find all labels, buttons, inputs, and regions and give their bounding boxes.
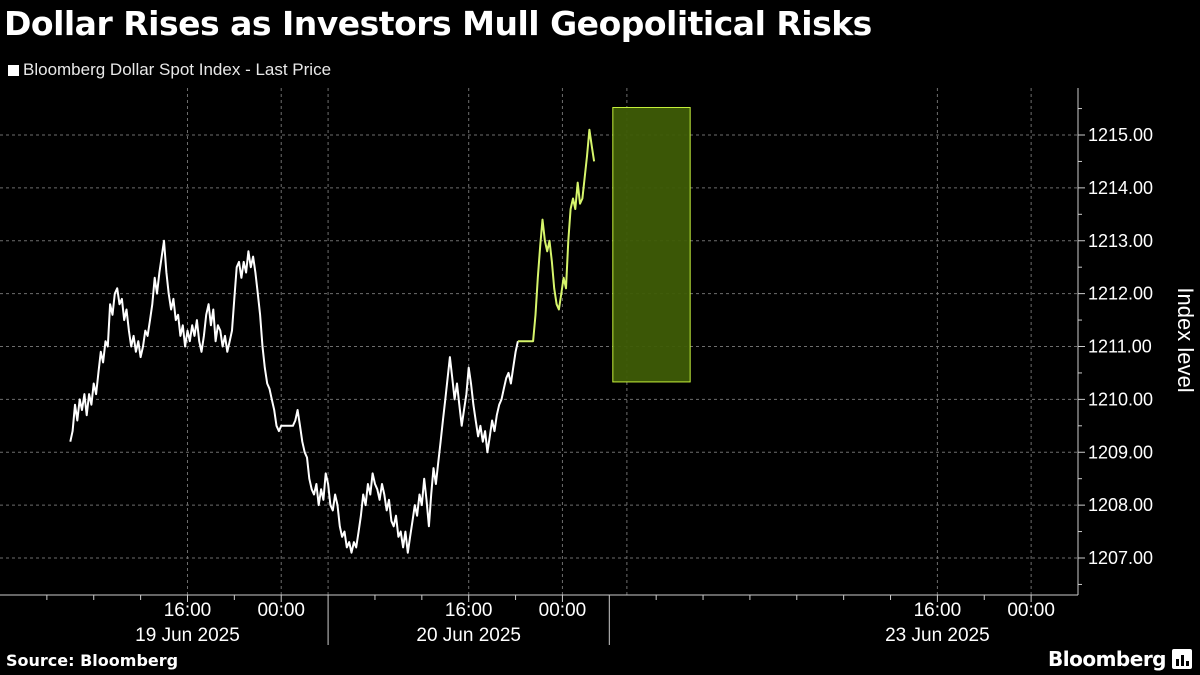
y-tick-label: 1210.00 — [1088, 389, 1153, 409]
y-axis: 1207.00 1208.00 1209.00 1210.00 1211.00 1212.… — [1077, 88, 1198, 595]
x-date-label: 20 Jun 2025 — [416, 625, 521, 646]
y-tick-label: 1214.00 — [1088, 178, 1153, 198]
x-axis: 16:00 00:00 16:00 00:00 16:00 00:00 19 Jun 202… — [0, 594, 1078, 646]
y-tick-label: 1209.00 — [1088, 442, 1153, 462]
x-tick-label: 16:00 — [445, 600, 493, 621]
y-tick-label: 1212.00 — [1088, 284, 1153, 304]
x-date-label: 23 Jun 2025 — [885, 625, 990, 646]
legend-label: Bloomberg Dollar Spot Index - Last Price — [23, 60, 332, 79]
x-tick-label: 00:00 — [539, 600, 587, 621]
y-tick-label: 1213.00 — [1088, 231, 1153, 251]
source-note: Source: Bloomberg — [6, 651, 179, 670]
x-tick-label: 16:00 — [164, 600, 212, 621]
x-tick-label: 00:00 — [257, 600, 305, 621]
y-tick-label: 1211.00 — [1088, 337, 1152, 357]
bar-chart-icon — [1172, 649, 1192, 669]
highlight-group — [612, 107, 691, 383]
highlight-box — [612, 107, 691, 383]
y-tick-label: 1215.00 — [1088, 125, 1153, 145]
grid — [0, 88, 1078, 595]
x-date-label: 19 Jun 2025 — [135, 625, 240, 646]
chart-title: Dollar Rises as Investors Mull Geopoliti… — [4, 4, 872, 43]
legend-swatch — [8, 64, 19, 76]
series-line — [69, 239, 519, 554]
x-tick-label: 00:00 — [1007, 600, 1055, 621]
y-axis-label: Index level — [1173, 287, 1198, 392]
brand-name: Bloomberg — [1048, 647, 1166, 671]
series-group — [69, 128, 596, 554]
y-tick-label: 1208.00 — [1088, 495, 1153, 515]
y-tick-label: 1207.00 — [1088, 548, 1153, 568]
series-line-highlight — [517, 128, 596, 343]
legend: Bloomberg Dollar Spot Index - Last Price — [8, 60, 331, 80]
x-tick-label: 16:00 — [914, 600, 962, 621]
brand-logo: Bloomberg — [1048, 647, 1192, 671]
